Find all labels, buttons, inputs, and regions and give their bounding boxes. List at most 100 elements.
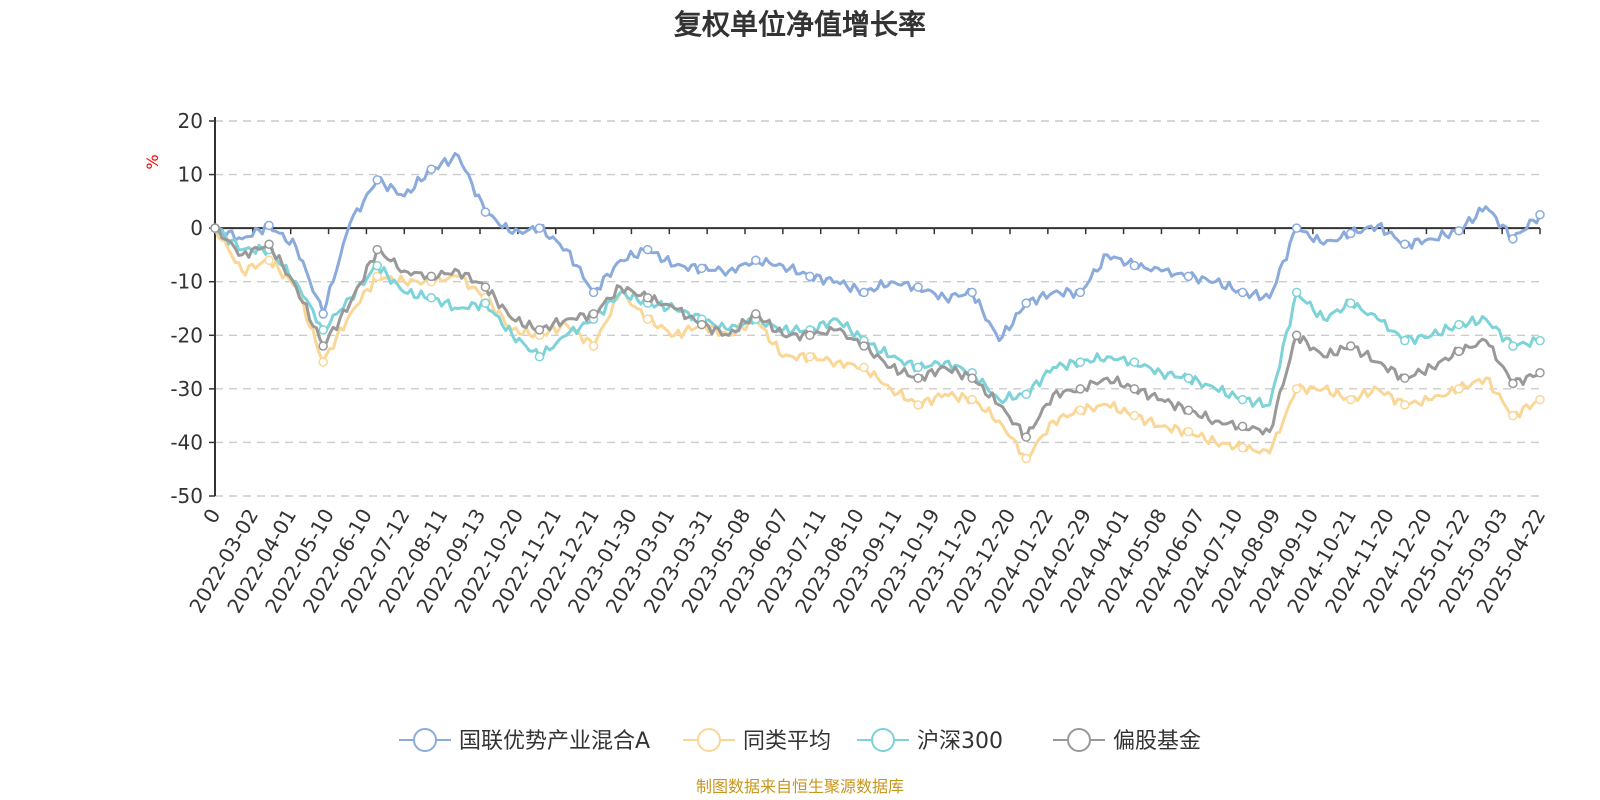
series-point — [426, 164, 437, 174]
series-point — [1129, 260, 1140, 271]
series-point — [1454, 319, 1464, 330]
series-point — [1454, 384, 1464, 394]
series-point — [913, 362, 923, 373]
y-axis-unit-label: % — [143, 154, 162, 169]
series-point — [696, 263, 707, 274]
series-point — [1508, 378, 1518, 389]
series-point — [426, 293, 437, 303]
legend: 国联优势产业混合A 同类平均 沪深300 偏股基金 — [399, 728, 1201, 754]
y-tick-label: -40 — [170, 430, 203, 454]
series-point — [1021, 453, 1031, 464]
series-point — [1291, 223, 1302, 233]
series-line — [214, 225, 1541, 440]
series-point — [264, 239, 274, 249]
series-point — [426, 271, 437, 282]
series-point — [1508, 410, 1518, 421]
series-point — [1021, 389, 1031, 399]
y-tick-label: -20 — [170, 323, 203, 347]
series-point — [1237, 287, 1248, 298]
series-point — [913, 400, 923, 410]
series-point — [480, 207, 491, 217]
series-point — [1237, 443, 1248, 453]
series-point — [859, 287, 869, 298]
y-axis-ticks: 20 10 0 -10 -20 -30 -40 -50 — [170, 109, 215, 508]
series-point — [1400, 335, 1410, 346]
series-point — [967, 394, 977, 405]
series-point — [967, 287, 977, 298]
series-point — [696, 319, 707, 330]
series-point — [1345, 341, 1356, 351]
series-point — [1075, 357, 1086, 367]
series-point — [1400, 239, 1410, 249]
legend-label[interactable]: 同类平均 — [743, 729, 831, 754]
series-point — [805, 271, 815, 282]
y-tick-label: 10 — [178, 163, 203, 187]
series-point — [1535, 368, 1545, 378]
series-point — [751, 255, 761, 266]
series-point — [372, 175, 382, 185]
series-point — [1237, 394, 1248, 405]
series-point — [318, 357, 328, 367]
series-point — [1454, 346, 1464, 357]
series-point — [372, 271, 382, 282]
series-point — [588, 287, 599, 298]
series-point — [1454, 226, 1464, 236]
y-tick-label: 0 — [190, 216, 203, 240]
series-point — [480, 282, 491, 292]
series-point — [318, 325, 328, 335]
series-point — [1183, 405, 1194, 416]
series-point — [1508, 341, 1518, 351]
series-point — [588, 341, 599, 351]
series-point — [1075, 384, 1086, 394]
series-point — [1075, 287, 1086, 298]
series-point — [1345, 394, 1356, 405]
series-point — [318, 341, 328, 351]
series-point — [534, 351, 545, 362]
series-point — [318, 309, 328, 319]
series-point — [1129, 357, 1140, 367]
series-point — [1075, 405, 1086, 416]
series-point — [642, 293, 653, 303]
series-point — [1183, 373, 1194, 383]
series-point — [1237, 421, 1248, 432]
data-source-note: 制图数据来自恒生聚源数据库 — [696, 777, 904, 796]
series-point — [1291, 384, 1302, 394]
y-tick-label: 20 — [178, 109, 203, 133]
series-point — [1021, 298, 1031, 308]
legend-marker — [1067, 728, 1091, 752]
y-tick-label: -10 — [170, 270, 203, 294]
series-point — [1535, 210, 1545, 220]
legend-marker — [697, 728, 721, 752]
series-point — [1535, 335, 1545, 346]
series-point — [1183, 426, 1194, 437]
grid-lines — [215, 120, 1540, 497]
legend-label[interactable]: 沪深300 — [917, 729, 1003, 754]
series-point — [210, 223, 220, 233]
series-point — [1291, 287, 1302, 298]
series-point — [913, 373, 923, 383]
series-line — [213, 227, 1541, 460]
series-point — [1345, 228, 1356, 239]
x-axis-ticks: 02022-03-022022-04-012022-05-102022-06-1… — [184, 228, 1550, 617]
series-point — [534, 325, 545, 335]
series-point — [859, 341, 869, 351]
series-point — [372, 244, 382, 255]
series-point — [264, 255, 274, 266]
series-point — [264, 220, 274, 231]
series-layer — [210, 152, 1545, 464]
series-point — [1535, 394, 1545, 405]
series-point — [913, 282, 923, 292]
legend-label[interactable]: 国联优势产业混合A — [459, 729, 650, 754]
series-point — [1400, 373, 1410, 383]
series-point — [1508, 234, 1518, 244]
y-tick-label: -50 — [170, 484, 203, 508]
chart-title: 复权单位净值增长率 — [674, 8, 926, 41]
legend-marker — [413, 728, 437, 752]
series-point — [805, 330, 815, 341]
legend-label[interactable]: 偏股基金 — [1113, 729, 1201, 754]
series-point — [1183, 271, 1194, 282]
axes — [214, 117, 1540, 496]
series-point — [967, 373, 977, 383]
legend-marker — [871, 728, 895, 752]
